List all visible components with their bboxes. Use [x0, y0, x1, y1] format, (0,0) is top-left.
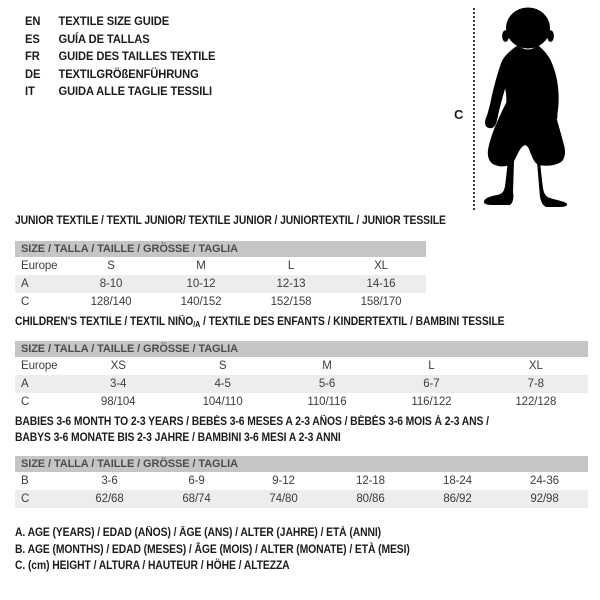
height-cell: 98/104: [100, 396, 136, 408]
language-title: TEXTILE SIZE GUIDE: [58, 14, 170, 28]
language-row: EN TEXTILE SIZE GUIDE: [25, 13, 215, 31]
language-code: IT: [25, 84, 35, 98]
language-row: IT GUIDA ALLE TAGLIE TESSILI: [25, 83, 215, 101]
table-row-height: C 128/140 140/152 152/158 158/170: [15, 293, 426, 311]
age-cell: 12-13: [276, 278, 306, 290]
age-cell: 3-4: [110, 378, 127, 390]
row-label: Europe: [21, 360, 58, 372]
height-cell: 116/122: [411, 396, 452, 408]
language-row: FR GUIDE DES TAILLES TEXTILE: [25, 48, 215, 66]
age-cell: 6-7: [423, 378, 440, 390]
size-cell: S: [107, 260, 115, 272]
babies-size-table: SIZE / TALLA / TAILLE / GRÖSSE / TAGLIA …: [15, 456, 588, 508]
months-cell: 3-6: [101, 475, 118, 487]
language-code: DE: [25, 66, 41, 81]
footnote-age-months: B. AGE (MONTHS) / EDAD (MESES) / ÂGE (MO…: [15, 543, 410, 556]
months-cell: 18-24: [443, 475, 472, 487]
table-row-age: A 8-10 10-12 12-13 14-16: [15, 275, 426, 293]
age-cell: 8-10: [99, 278, 123, 290]
table-row-europe: Europe XS S M L XL: [15, 357, 588, 375]
row-label: Europe: [21, 260, 58, 272]
language-code: FR: [25, 49, 40, 63]
months-cell: 6-9: [188, 475, 205, 487]
language-title-list: EN TEXTILE SIZE GUIDE ES GUÍA DE TALLAS …: [25, 13, 215, 101]
table-row-height: C 62/68 68/74 74/80 80/86 86/92 92/98: [15, 490, 588, 508]
height-cell: 62/68: [95, 493, 124, 505]
language-row: DE TEXTILGRÖßENFÜHRUNG: [25, 66, 215, 84]
table-row-age: A 3-4 4-5 5-6 6-7 7-8: [15, 375, 588, 393]
row-label: B: [21, 475, 29, 487]
size-cell: XS: [110, 360, 126, 372]
row-label: C: [21, 493, 30, 505]
months-cell: 12-18: [356, 475, 385, 487]
size-cell: XL: [374, 260, 388, 272]
children-title-post: / TEXTILE DES ENFANTS / KINDERTEXTIL / B…: [200, 316, 505, 328]
children-size-table: SIZE / TALLA / TAILLE / GRÖSSE / TAGLIA …: [15, 341, 588, 411]
language-title: GUIDA ALLE TAGLIE TESSILI: [58, 84, 212, 98]
size-cell: XL: [528, 360, 543, 372]
age-cell: 7-8: [527, 378, 544, 390]
table-row-months: B 3-6 6-9 9-12 12-18 18-24 24-36: [15, 472, 588, 490]
language-row: ES GUÍA DE TALLAS: [25, 31, 215, 49]
height-measure-dotted-line: [473, 8, 475, 210]
language-code: ES: [25, 31, 40, 46]
language-title: GUIDE DES TAILLES TEXTILE: [58, 49, 216, 63]
height-cell: 122/128: [515, 396, 557, 408]
size-cell: M: [196, 260, 206, 272]
height-cell: 158/170: [360, 296, 402, 308]
footnote-age-years: A. AGE (YEARS) / EDAD (AÑOS) / ÂGE (ANS)…: [15, 527, 382, 539]
age-cell: 4-5: [214, 378, 231, 390]
table-row-europe: Europe S M L XL: [15, 257, 426, 275]
height-measure-label: C: [454, 107, 464, 122]
size-header-bar: SIZE / TALLA / TAILLE / GRÖSSE / TAGLIA: [15, 456, 588, 472]
legend-footnotes: A. AGE (YEARS) / EDAD (AÑOS) / ÂGE (ANS)…: [15, 525, 410, 575]
height-cell: 104/110: [202, 396, 243, 408]
age-cell: 5-6: [318, 378, 336, 390]
row-label: C: [21, 396, 30, 408]
row-label: A: [21, 378, 29, 390]
height-cell: 92/98: [530, 493, 559, 505]
height-cell: 140/152: [180, 296, 222, 308]
height-cell: 110/116: [307, 396, 347, 408]
size-cell: M: [322, 360, 332, 372]
height-cell: 68/74: [182, 493, 211, 505]
footnote-height: C. (cm) HEIGHT / ALTURA / HAUTEUR / HÖHE…: [15, 560, 290, 572]
row-label: C: [21, 296, 30, 308]
size-header-bar: SIZE / TALLA / TAILLE / GRÖSSE / TAGLIA: [15, 341, 588, 357]
table-row-height: C 98/104 104/110 110/116 116/122 122/128: [15, 393, 588, 411]
size-header-bar: SIZE / TALLA / TAILLE / GRÖSSE / TAGLIA: [15, 241, 426, 257]
size-cell: L: [428, 360, 435, 372]
baby-silhouette-icon: [483, 7, 568, 207]
months-cell: 9-12: [272, 475, 295, 487]
height-cell: 128/140: [90, 296, 132, 308]
row-label: A: [21, 278, 29, 290]
language-title: GUÍA DE TALLAS: [58, 31, 150, 46]
months-cell: 24-36: [530, 475, 559, 487]
height-cell: 86/92: [443, 493, 472, 505]
age-cell: 10-12: [186, 278, 216, 290]
age-cell: 14-16: [366, 278, 396, 290]
children-section-title: CHILDREN'S TEXTILE / TEXTIL NIÑO/A / TEX…: [15, 316, 505, 329]
height-cell: 74/80: [269, 493, 298, 505]
size-cell: L: [287, 260, 295, 272]
babies-section-title-line2: BABYS 3-6 MONATE BIS 2-3 JAHRE / BAMBINI…: [15, 432, 341, 444]
language-code: EN: [25, 14, 41, 28]
junior-section-title: JUNIOR TEXTILE / TEXTIL JUNIOR/ TEXTILE …: [15, 215, 446, 227]
size-cell: S: [218, 360, 227, 372]
language-title: TEXTILGRÖßENFÜHRUNG: [58, 66, 199, 81]
children-title-pre: CHILDREN'S TEXTILE / TEXTIL NIÑO: [15, 316, 194, 328]
junior-size-table: SIZE / TALLA / TAILLE / GRÖSSE / TAGLIA …: [15, 241, 426, 311]
children-title-subscript: /A: [193, 320, 201, 329]
height-cell: 80/86: [356, 493, 385, 505]
babies-section-title-line1: BABIES 3-6 MONTH TO 2-3 YEARS / BEBÉS 3-…: [15, 416, 489, 428]
height-cell: 152/158: [270, 296, 312, 308]
